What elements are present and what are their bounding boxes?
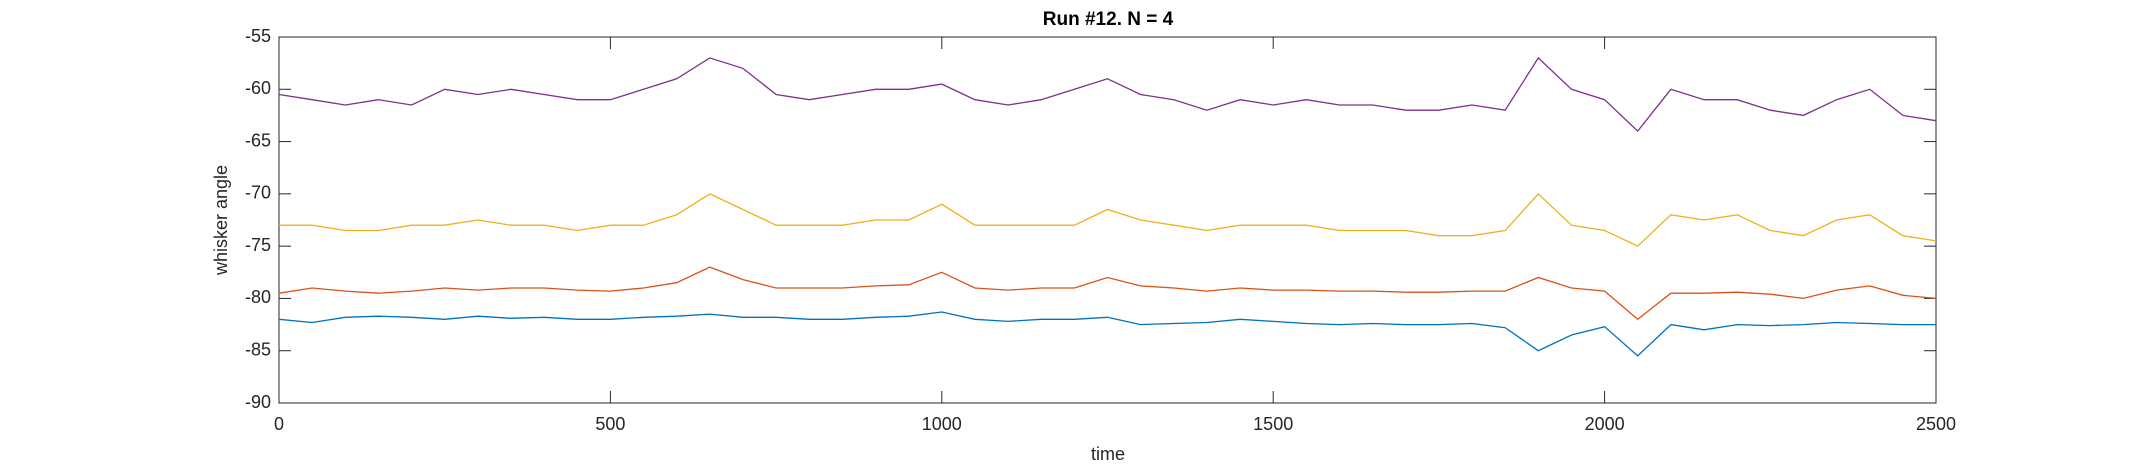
x-axis-label: time — [1091, 444, 1125, 464]
y-tick-label: -60 — [245, 78, 271, 98]
y-tick-label: -65 — [245, 130, 271, 150]
x-tick-label: 1500 — [1253, 414, 1293, 434]
x-tick-label: 500 — [595, 414, 625, 434]
y-tick-label: -90 — [245, 392, 271, 412]
series-line — [279, 192, 1937, 247]
x-tick-label: 1000 — [922, 414, 962, 434]
series-line — [278, 266, 1937, 321]
plot-frame — [278, 36, 1937, 404]
x-tick-label: 2000 — [1585, 414, 1625, 434]
series-line — [278, 56, 1937, 133]
series-line — [278, 311, 1936, 357]
x-tick-label: 0 — [274, 414, 284, 434]
y-tick-label: -55 — [245, 26, 271, 46]
y-tick-label: -75 — [245, 235, 271, 255]
y-tick-label: -85 — [245, 339, 271, 359]
chart-title: Run #12. N = 4 — [1043, 9, 1174, 30]
y-tick-label: -80 — [245, 287, 271, 307]
y-tick-label: -70 — [245, 183, 271, 203]
y-axis-label: whisker angle — [211, 165, 231, 276]
x-tick-label: 2500 — [1916, 414, 1956, 434]
